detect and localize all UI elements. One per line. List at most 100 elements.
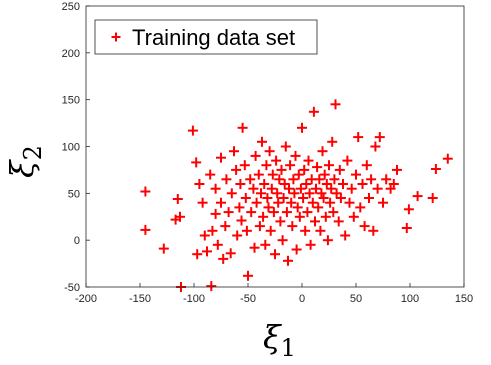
- data-point: [239, 160, 250, 171]
- data-point: [277, 235, 288, 246]
- data-point: [378, 197, 388, 208]
- data-point: [283, 255, 293, 266]
- data-point: [287, 221, 298, 232]
- data-point: [187, 125, 198, 136]
- data-point: [158, 243, 169, 254]
- data-point: [225, 248, 236, 259]
- data-point: [401, 223, 412, 233]
- data-point: [403, 204, 414, 215]
- x-tick-label: 150: [455, 293, 473, 305]
- data-point: [245, 174, 256, 185]
- data-point: [202, 246, 212, 257]
- data-point: [344, 197, 355, 208]
- data-point: [172, 194, 183, 204]
- data-point: [140, 186, 151, 197]
- data-point: [310, 216, 320, 227]
- data-point: [314, 174, 325, 185]
- data-point: [243, 270, 253, 281]
- y-tick-label: 0: [74, 235, 80, 247]
- y-tick-label: -50: [64, 282, 80, 294]
- data-point: [278, 193, 289, 203]
- data-point: [267, 169, 278, 180]
- data-point: [223, 207, 234, 218]
- x-tick-label: 100: [401, 293, 419, 305]
- data-point: [197, 197, 208, 208]
- data-point: [210, 208, 221, 219]
- data-point: [270, 249, 280, 260]
- data-point: [258, 211, 269, 222]
- data-point: [297, 122, 307, 133]
- data-point: [221, 174, 232, 185]
- data-point: [307, 197, 318, 208]
- data-point: [205, 169, 216, 180]
- data-point: [372, 183, 383, 194]
- data-point: [266, 183, 277, 194]
- data-point: [218, 253, 229, 264]
- data-point: [250, 150, 261, 161]
- data-point: [427, 193, 438, 203]
- y-axis-label: ξ2: [3, 145, 47, 178]
- data-point: [259, 179, 270, 189]
- data-point: [192, 249, 203, 260]
- data-point: [272, 188, 283, 199]
- data-point: [301, 179, 312, 189]
- data-point: [342, 155, 353, 166]
- data-point: [256, 188, 266, 199]
- data-point: [329, 174, 340, 185]
- data-point: [304, 188, 315, 199]
- x-axis-label: ξ1: [263, 318, 296, 362]
- data-point: [359, 221, 370, 232]
- data-point: [274, 174, 285, 185]
- legend-box: [94, 19, 318, 55]
- data-point: [355, 202, 366, 213]
- data-point: [265, 225, 276, 236]
- data-point: [295, 183, 306, 194]
- data-point: [346, 183, 357, 194]
- data-point: [194, 179, 205, 189]
- data-point: [199, 230, 210, 241]
- x-tick-label: -50: [240, 293, 256, 305]
- data-point: [271, 155, 282, 166]
- data-point: [240, 193, 251, 203]
- data-points: [140, 99, 453, 292]
- data-point: [294, 211, 305, 222]
- data-point: [268, 207, 279, 218]
- legend-marker: [111, 32, 121, 42]
- data-point: [317, 146, 328, 157]
- data-point: [442, 153, 453, 164]
- y-tick-label: 250: [62, 1, 80, 13]
- data-point: [333, 216, 344, 227]
- data-point: [308, 106, 319, 117]
- data-point: [313, 202, 324, 213]
- data-point: [284, 183, 294, 194]
- data-point: [351, 169, 361, 180]
- data-point: [357, 179, 368, 189]
- data-point: [175, 211, 185, 222]
- data-point: [368, 225, 379, 236]
- data-point: [316, 188, 327, 199]
- data-point: [254, 221, 265, 232]
- data-point: [251, 197, 262, 208]
- data-point: [300, 225, 311, 236]
- data-point: [260, 239, 271, 250]
- data-point: [348, 211, 359, 222]
- data-point: [229, 146, 239, 157]
- data-point: [388, 179, 399, 189]
- legend: Training data set: [94, 19, 318, 55]
- x-tick-label: 0: [299, 293, 305, 305]
- data-point: [140, 224, 151, 235]
- data-point: [280, 141, 291, 152]
- data-point: [234, 202, 245, 213]
- data-point: [236, 215, 247, 226]
- data-point: [275, 216, 286, 227]
- data-point: [412, 191, 423, 202]
- y-tick-label: 150: [62, 95, 80, 107]
- y-tick-label: 100: [62, 142, 80, 154]
- x-tick-label: -150: [129, 293, 151, 305]
- data-point: [276, 164, 287, 175]
- data-point: [212, 239, 223, 250]
- data-point: [285, 160, 296, 171]
- data-point: [366, 174, 377, 185]
- data-point: [353, 132, 364, 143]
